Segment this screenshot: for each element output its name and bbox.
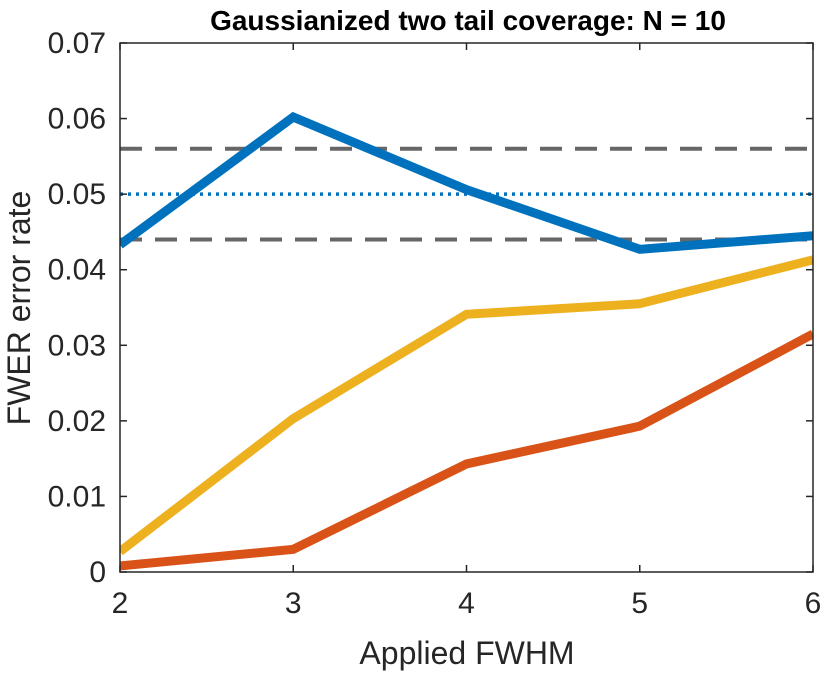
plot-background: [120, 43, 813, 572]
y-tick-label: 0.03: [48, 329, 106, 362]
series-lines: [120, 111, 813, 571]
x-tick-label: 3: [285, 587, 302, 620]
y-tick-label: 0.01: [48, 480, 106, 513]
axes: [119, 42, 814, 573]
x-axis-label: Applied FWHM: [359, 635, 574, 671]
y-axis-label: FWER error rate: [1, 191, 37, 426]
x-tick-label: 4: [458, 587, 475, 620]
y-tick-label: 0: [89, 556, 106, 589]
y-tick-label: 0.06: [48, 103, 106, 136]
series-line-1: [120, 255, 813, 556]
x-tick-label: 5: [631, 587, 648, 620]
y-tick-label: 0.04: [48, 254, 106, 287]
series-line-2: [120, 329, 813, 571]
series-line-0: [120, 111, 813, 254]
plot-area: [120, 43, 813, 572]
y-tick-label: 0.05: [48, 178, 106, 211]
y-tick-label: 0.07: [48, 27, 106, 60]
y-tick-label: 0.02: [48, 405, 106, 438]
x-tick-labels: 2 3 4 5 6: [112, 587, 822, 620]
chart-title: Gaussianized two tail coverage: N = 10: [210, 5, 726, 36]
y-tick-labels: 0 0.01 0.02 0.03 0.04 0.05 0.06 0.07: [48, 27, 106, 589]
x-tick-label: 6: [805, 587, 822, 620]
x-tick-label: 2: [112, 587, 129, 620]
